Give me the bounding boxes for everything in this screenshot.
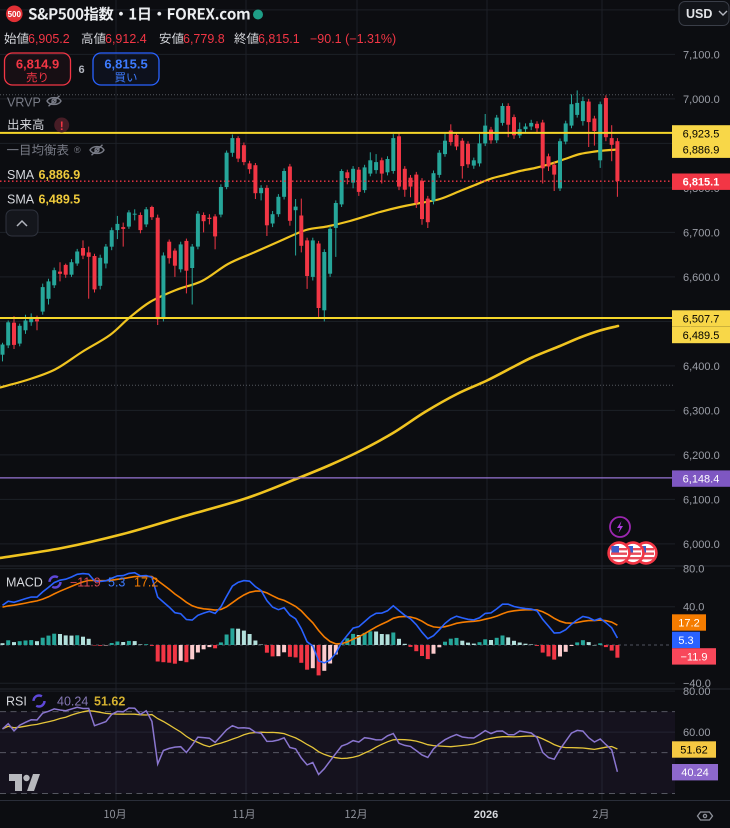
svg-text:6,100.0: 6,100.0 (683, 494, 720, 506)
svg-text:40.24: 40.24 (57, 695, 88, 709)
svg-text:17.2: 17.2 (134, 576, 158, 590)
svg-text:51.62: 51.62 (94, 695, 125, 709)
svg-text:60.00: 60.00 (683, 727, 711, 739)
svg-text:5.3: 5.3 (108, 576, 125, 590)
svg-text:−11.9: −11.9 (70, 576, 101, 590)
svg-text:−40.0: −40.0 (683, 678, 711, 690)
svg-text:6,912.4: 6,912.4 (105, 32, 147, 46)
svg-text:6,814.9: 6,814.9 (16, 57, 59, 72)
svg-text:6,779.8: 6,779.8 (183, 32, 225, 46)
svg-text:−11.9: −11.9 (680, 651, 707, 663)
svg-text:6,000.0: 6,000.0 (683, 539, 720, 551)
svg-text:6,507.7: 6,507.7 (683, 313, 720, 325)
svg-text:40.0: 40.0 (683, 602, 704, 614)
svg-text:6,600.0: 6,600.0 (683, 272, 720, 284)
svg-text:−90.1 (−1.31%): −90.1 (−1.31%) (310, 32, 396, 46)
svg-text:RSI: RSI (6, 695, 27, 709)
svg-text:USD: USD (686, 7, 712, 21)
svg-text:6,886.9: 6,886.9 (683, 145, 720, 157)
svg-text:SMA: SMA (7, 168, 35, 182)
svg-text:6,815.1: 6,815.1 (683, 177, 720, 189)
svg-text:51.62: 51.62 (680, 744, 708, 756)
svg-text:500: 500 (8, 10, 22, 19)
svg-text:80.0: 80.0 (683, 564, 704, 576)
svg-text:6,489.5: 6,489.5 (39, 193, 81, 207)
svg-text:6,300.0: 6,300.0 (683, 405, 720, 417)
svg-text:2026: 2026 (474, 809, 498, 821)
svg-text:7,000.0: 7,000.0 (683, 94, 720, 106)
svg-text:7,100.0: 7,100.0 (683, 49, 720, 61)
svg-text:6,815.1: 6,815.1 (258, 32, 300, 46)
svg-text:SMA: SMA (7, 193, 35, 207)
svg-text:6: 6 (78, 64, 84, 76)
svg-text:6,886.9: 6,886.9 (39, 168, 81, 182)
svg-text:MACD: MACD (6, 576, 43, 590)
svg-text:VRVP: VRVP (7, 96, 41, 110)
svg-text:!: ! (60, 119, 64, 133)
svg-text:17.2: 17.2 (678, 617, 699, 629)
svg-text:6,923.5: 6,923.5 (683, 128, 720, 140)
svg-text:6,489.5: 6,489.5 (683, 330, 720, 342)
svg-text:®: ® (74, 145, 81, 155)
svg-text:40.24: 40.24 (681, 767, 709, 779)
svg-text:80.00: 80.00 (683, 686, 711, 698)
svg-text:6,400.0: 6,400.0 (683, 361, 720, 373)
svg-text:6,905.2: 6,905.2 (28, 32, 70, 46)
svg-text:6,148.4: 6,148.4 (683, 474, 720, 486)
svg-text:6,815.5: 6,815.5 (104, 57, 147, 72)
svg-text:6,700.0: 6,700.0 (683, 227, 720, 239)
svg-text:5.3: 5.3 (678, 635, 693, 647)
svg-text:6,200.0: 6,200.0 (683, 450, 720, 462)
